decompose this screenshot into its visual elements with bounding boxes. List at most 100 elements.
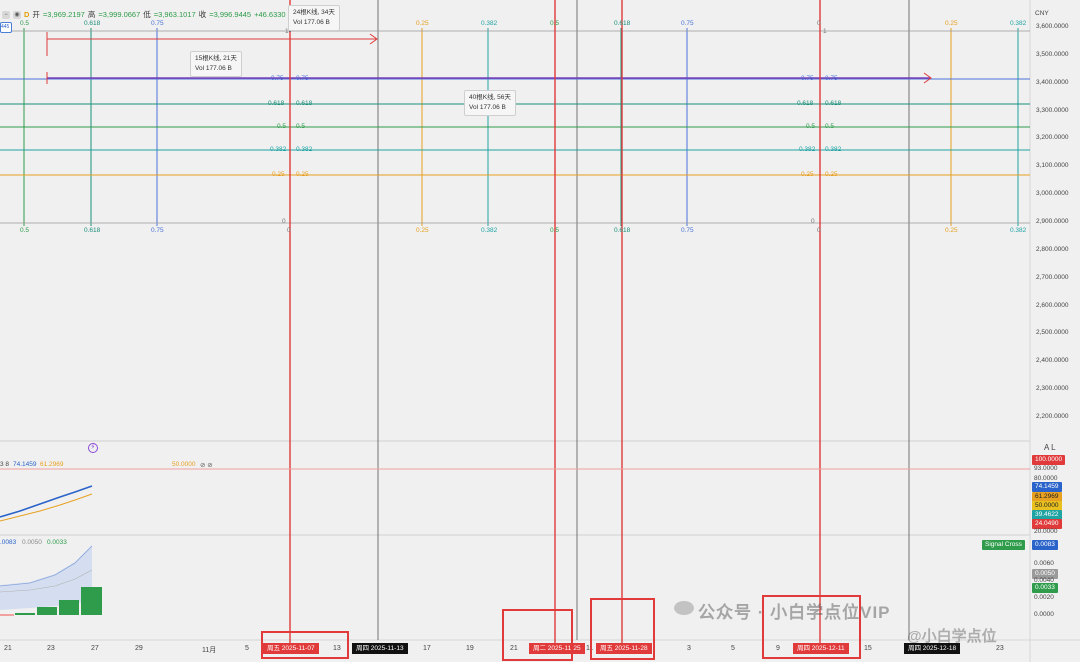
- time-axis-label: 13: [333, 645, 341, 652]
- high-label: 高: [87, 10, 96, 19]
- level-0.618-a: 0.618: [268, 100, 285, 107]
- wechat-icon: [674, 601, 694, 615]
- macd-pane: [0, 545, 102, 616]
- level-0-a: 0: [282, 218, 286, 225]
- rsi-tag-50: 50.0000: [1032, 501, 1062, 511]
- rsi-tag-74: 74.1459: [1032, 482, 1062, 492]
- macd-value-2: 0.0050: [22, 539, 42, 546]
- time-axis-label: 23: [47, 645, 55, 652]
- price-axis-label: 3,600.0000: [1036, 23, 1069, 30]
- currency-label[interactable]: CNY: [1035, 10, 1049, 17]
- lightning-icon[interactable]: ⚡: [88, 443, 98, 453]
- price-axis-label: 2,800.0000: [1036, 245, 1069, 253]
- fib-label-1-b: 1: [823, 28, 827, 35]
- range-tooltip-15-vol: Vol 177.06 B: [195, 65, 232, 72]
- ohlc-header: − ◉ D 开 =3,969.2197 高 =3,999.0667 低 =3,963.…: [2, 9, 318, 20]
- level-0.5-a: 0.5: [277, 123, 287, 130]
- level-0-b: 0: [811, 218, 815, 225]
- close-value: =3,996.9445: [209, 10, 252, 19]
- level-0.25-b: 0.25: [296, 171, 309, 178]
- macd-value-3: 0.0033: [47, 539, 67, 546]
- date-tag-1218: 周四 2025-12-18: [904, 643, 961, 654]
- low-label: 低: [143, 10, 151, 19]
- time-axis-label: 11月: [202, 647, 217, 654]
- range-tooltip-40-title: 40根K线, 56天: [469, 94, 511, 101]
- fib-label-0.618-bottom-2: 0.618: [614, 227, 631, 234]
- price-axis-label: 3,000.0000: [1036, 190, 1069, 198]
- rsi-tag-61: 61.2969: [1032, 492, 1062, 502]
- close-label: 收: [198, 10, 207, 19]
- price-axis-label: 2,400.0000: [1036, 357, 1069, 365]
- rsi-prefix: 3 8: [0, 461, 10, 468]
- rsi-axis-93: 93.0000: [1034, 465, 1058, 472]
- rsi-axis-20: 20.0000: [1034, 528, 1058, 535]
- low-value: =3,963.1017: [153, 10, 196, 19]
- highlight-box-1125: [502, 609, 573, 661]
- macd-axis-0040: 0.0040: [1034, 577, 1054, 584]
- date-tag-1128: 周五 2025-11-28: [596, 643, 652, 654]
- rsi-tag-24: 24.0490: [1032, 519, 1062, 529]
- fib-label-0.25-bottom: 0.25: [416, 227, 429, 234]
- macd-axis-0000: 0.0000: [1034, 611, 1054, 618]
- rsi-tag-39: 39.4622: [1032, 510, 1062, 520]
- macd-tag-0083: 0.0083: [1032, 540, 1058, 550]
- fib-label-0.75-top-2: 0.75: [681, 20, 694, 27]
- rsi-pane: [0, 468, 1030, 522]
- price-axis-label: 2,300.0000: [1036, 385, 1069, 393]
- date-tag-1211: 周四 2025-12-11: [793, 643, 849, 654]
- price-axis-label: 2,700.0000: [1036, 273, 1069, 281]
- range-tooltip-24-vol: Vol 177.06 B: [293, 19, 330, 26]
- macd-axis-0060: 0.0060: [1034, 560, 1054, 567]
- visibility-icons[interactable]: ⊘ ⊘: [200, 462, 213, 469]
- time-axis-label: 11: [586, 645, 594, 652]
- fib-label-0.382-top-2: 0.382: [1010, 20, 1027, 27]
- range-tooltip-40: 40根K线, 56天 Vol 177.06 B: [464, 90, 516, 116]
- level-0.75-c: 0.75: [801, 75, 814, 82]
- interval-mark: D: [24, 10, 30, 19]
- macd-axis-0020: 0.0020: [1034, 594, 1054, 601]
- fib-label-1-a: 1: [285, 28, 289, 35]
- price-axis-label: 3,300.0000: [1036, 106, 1069, 114]
- collapse-icon[interactable]: −: [2, 10, 10, 19]
- level-0.618-d: 0.618: [825, 100, 842, 107]
- price-axis-label: 3,200.0000: [1036, 134, 1069, 142]
- fib-label-0.25-bottom-2: 0.25: [945, 227, 958, 234]
- fib-label-0-top: 0: [817, 20, 821, 27]
- time-axis-label: 19: [466, 645, 474, 652]
- time-axis-label: 17: [423, 645, 431, 652]
- level-0.382-c: 0.382: [799, 146, 816, 153]
- rsi-mid-value: 50.0000: [172, 461, 196, 468]
- time-axis-label: 21: [510, 645, 518, 652]
- price-axis-label: 3,500.0000: [1036, 50, 1069, 58]
- level-0.25-d: 0.25: [825, 171, 838, 178]
- highlight-box-1128: [590, 598, 655, 660]
- price-axis-label: 2,600.0000: [1036, 301, 1069, 309]
- watermark-main: 公众号 · 小白学点位VIP: [698, 603, 891, 622]
- range-tooltip-24-title: 24根K线, 34天: [293, 9, 335, 16]
- macd-value-1: .0083: [0, 539, 17, 546]
- key-date-lines: [289, 0, 821, 648]
- high-value: =3,999.0667: [98, 10, 141, 19]
- time-axis-label: 5: [731, 645, 735, 652]
- fib-label-0-bottom-2: 0: [817, 227, 821, 234]
- fib-label-0.75-top: 0.75: [151, 20, 164, 27]
- level-0.75-b: 0.75: [296, 75, 309, 82]
- fib-label-0.25-top: 0.25: [416, 20, 429, 27]
- time-axis-label: 5: [245, 645, 249, 652]
- price-tag: 445: [0, 22, 12, 33]
- time-axis-label: 21: [4, 645, 12, 652]
- level-0.5-d: 0.5: [825, 123, 835, 130]
- auto-log-toggle[interactable]: A L: [1044, 443, 1056, 452]
- rsi-value-1: 74.1459: [13, 461, 37, 468]
- fib-horizontal-levels: [0, 30, 1030, 224]
- grey-vertical-lines: [289, 0, 910, 640]
- level-0.75-a: 0.75: [271, 75, 284, 82]
- price-axis-label: 3,100.0000: [1036, 162, 1069, 170]
- time-axis-label: 3: [687, 645, 691, 652]
- open-label: 开: [32, 10, 40, 19]
- date-tag-1113: 周四 2025-11-13: [352, 643, 408, 654]
- watermark-secondary: @小白学点位: [907, 628, 997, 645]
- price-axis-label: 2,200.0000: [1036, 412, 1069, 420]
- eye-icon[interactable]: ◉: [13, 10, 21, 19]
